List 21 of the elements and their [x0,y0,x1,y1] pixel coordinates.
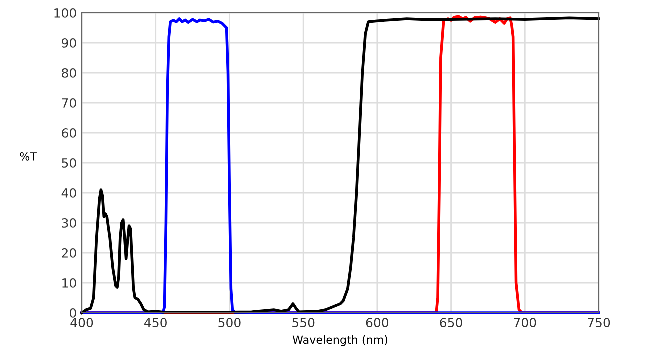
y-tick-label: 60 [62,128,76,138]
y-tick-label: 30 [62,218,76,228]
x-tick-label: 500 [218,318,241,328]
y-tick-label: 20 [62,248,76,258]
y-tick-label: 40 [62,188,76,198]
x-tick-label: 550 [292,318,315,328]
x-tick-label: 700 [514,318,536,328]
x-tick-label: 650 [440,318,462,328]
y-axis-title: %T [20,152,37,161]
y-tick-label: 10 [62,278,76,288]
x-tick-label: 400 [70,318,94,328]
y-tick-label: 90 [62,38,76,48]
y-tick-label: 100 [54,8,76,18]
y-tick-label: 70 [62,98,76,108]
y-tick-label: 50 [62,158,76,168]
x-tick-label: 750 [588,318,610,328]
x-tick-label: 450 [144,318,167,328]
x-tick-label: 600 [366,318,389,328]
y-tick-label: 80 [62,68,76,78]
y-tick-label: 0 [70,308,76,318]
x-axis-title: Wavelength (nm) [292,336,388,346]
